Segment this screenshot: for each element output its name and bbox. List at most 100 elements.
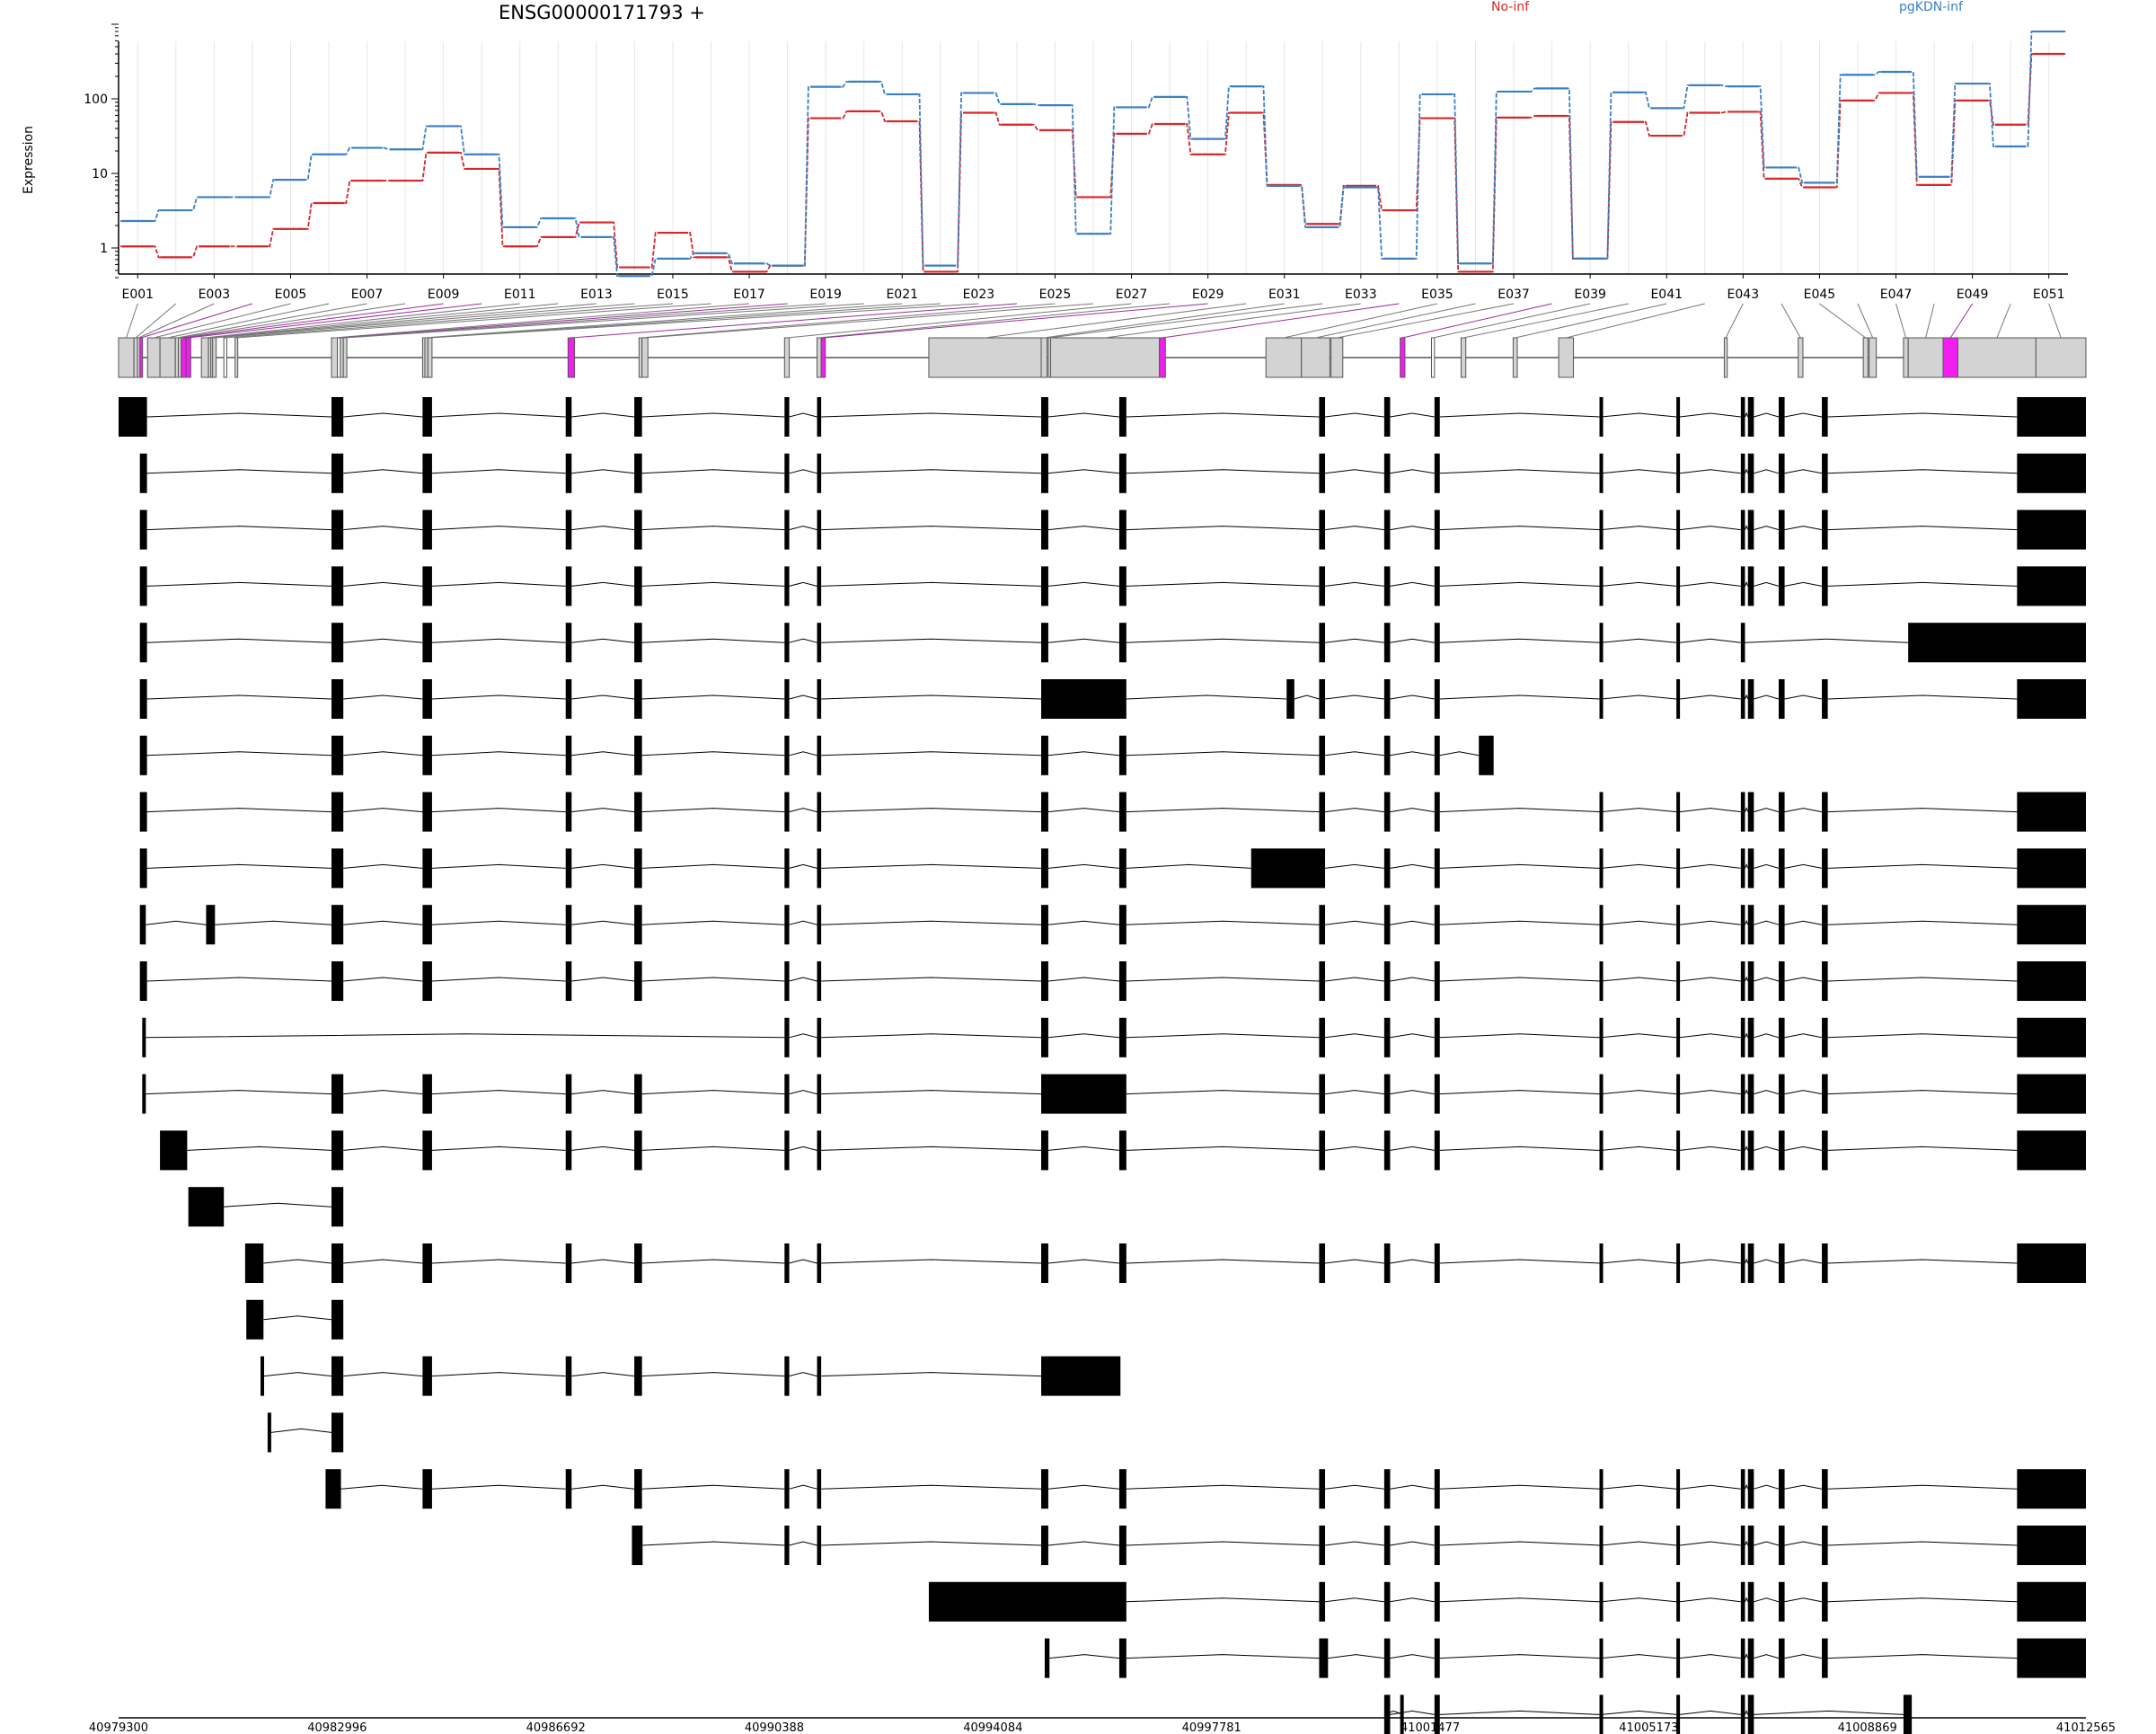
transcript-exon	[1676, 1694, 1681, 1734]
intron-line	[641, 1146, 785, 1151]
intron-line	[1601, 638, 1677, 643]
transcript-exon	[1778, 1638, 1785, 1678]
intron-line	[641, 808, 785, 813]
transcript-exon	[784, 453, 790, 493]
transcript-exon	[139, 509, 147, 550]
intron-line	[224, 1202, 332, 1208]
intron-line	[1324, 808, 1384, 813]
intron-line	[1784, 1654, 1823, 1659]
intron-line	[1601, 1484, 1677, 1490]
transcript-exon	[1822, 961, 1828, 1001]
transcript-exon	[1747, 1526, 1754, 1565]
transcript-exon	[1908, 623, 2086, 663]
transcript-exon	[331, 1412, 344, 1453]
transcript-exon	[565, 1469, 572, 1509]
chart-title: ENSG00000171793 +	[499, 2, 705, 23]
intron-line	[641, 920, 785, 925]
transcript-exon	[1434, 679, 1440, 719]
connector-line	[334, 303, 750, 339]
transcript-exon	[1319, 1017, 1326, 1057]
intron-line	[789, 1259, 817, 1264]
transcript-exon	[325, 1469, 341, 1509]
transcript-exon	[1676, 905, 1681, 945]
connector-line	[786, 303, 1132, 339]
intron-line	[1328, 1654, 1384, 1659]
intron-line	[1679, 526, 1741, 531]
transcript-exon	[2017, 1074, 2086, 1114]
intron-line	[146, 1033, 785, 1039]
transcript-exon	[139, 735, 147, 775]
connector-line	[570, 303, 1017, 339]
transcript-exon	[1434, 623, 1440, 663]
exon-label: E043	[1727, 288, 1760, 302]
transcript-exon	[1041, 1130, 1048, 1171]
transcript-exon	[1822, 453, 1828, 493]
transcript-exon	[1319, 453, 1326, 493]
intron-line	[1744, 863, 1749, 869]
transcript-exon	[565, 905, 572, 945]
intron-line	[1601, 1654, 1677, 1659]
transcript-exon	[1747, 1017, 1754, 1057]
connector-line	[818, 303, 1171, 339]
transcript-exon	[784, 623, 790, 663]
exon-label: E039	[1574, 288, 1606, 302]
transcript-exon	[1740, 1469, 1745, 1509]
exon-label: E003	[199, 288, 231, 302]
transcript-exon	[634, 453, 642, 493]
intron-line	[1754, 1597, 1780, 1603]
connector-line	[1515, 303, 1667, 339]
transcript-exon	[632, 1526, 643, 1565]
transcript-exon	[1383, 1526, 1391, 1565]
intron-line	[1439, 1597, 1600, 1603]
intron-line	[1601, 412, 1677, 418]
intron-line	[1390, 581, 1435, 587]
connector-line	[2048, 303, 2062, 339]
transcript-exon	[139, 961, 147, 1001]
intron-line	[1324, 1259, 1384, 1264]
intron-line	[1126, 808, 1320, 813]
intron-line	[1601, 1033, 1677, 1039]
intron-line	[1390, 977, 1435, 982]
transcript-exon	[1383, 397, 1391, 437]
intron-line	[1744, 1032, 1749, 1038]
transcript-exon	[1599, 509, 1604, 550]
intron-line	[1047, 638, 1119, 643]
transcript-exon	[1740, 509, 1745, 550]
transcript-exon	[1383, 453, 1391, 493]
transcript-exon	[1822, 848, 1828, 889]
transcript-exon	[1118, 623, 1127, 663]
transcript-exon	[1822, 397, 1828, 437]
transcript-exon	[1903, 1694, 1913, 1734]
intron-line	[1390, 1090, 1435, 1095]
intron-line	[343, 1259, 423, 1264]
intron-line	[1439, 808, 1600, 813]
intron-line	[641, 863, 785, 869]
connector-line	[1402, 303, 1552, 339]
exon-bin	[567, 337, 576, 378]
intron-line	[146, 1090, 332, 1095]
intron-line	[641, 469, 785, 474]
transcript-exon	[817, 1017, 822, 1057]
transcript-exon	[1599, 679, 1604, 719]
transcript-exon	[1041, 1243, 1048, 1283]
transcript-exon	[1118, 848, 1127, 889]
intron-line	[146, 581, 332, 587]
exon-label: E023	[963, 288, 995, 302]
transcript-exon	[1599, 1526, 1604, 1565]
intron-line	[1754, 977, 1780, 982]
exon-label: E009	[428, 288, 460, 302]
exon-label: E007	[351, 288, 384, 302]
transcript-exon	[1747, 905, 1754, 945]
transcript-exon	[634, 1074, 642, 1114]
intron-line	[1390, 1484, 1435, 1490]
intron-line	[1126, 694, 1287, 700]
intron-line	[215, 920, 332, 925]
intron-line	[571, 638, 635, 643]
transcript-exon	[1822, 509, 1828, 550]
transcript-exon	[817, 905, 822, 945]
transcript-exon	[1434, 1243, 1440, 1283]
transcript-exon	[1319, 1130, 1326, 1171]
transcript-exon	[1250, 848, 1326, 889]
intron-line	[1126, 1146, 1320, 1151]
transcript-exon	[784, 792, 790, 832]
